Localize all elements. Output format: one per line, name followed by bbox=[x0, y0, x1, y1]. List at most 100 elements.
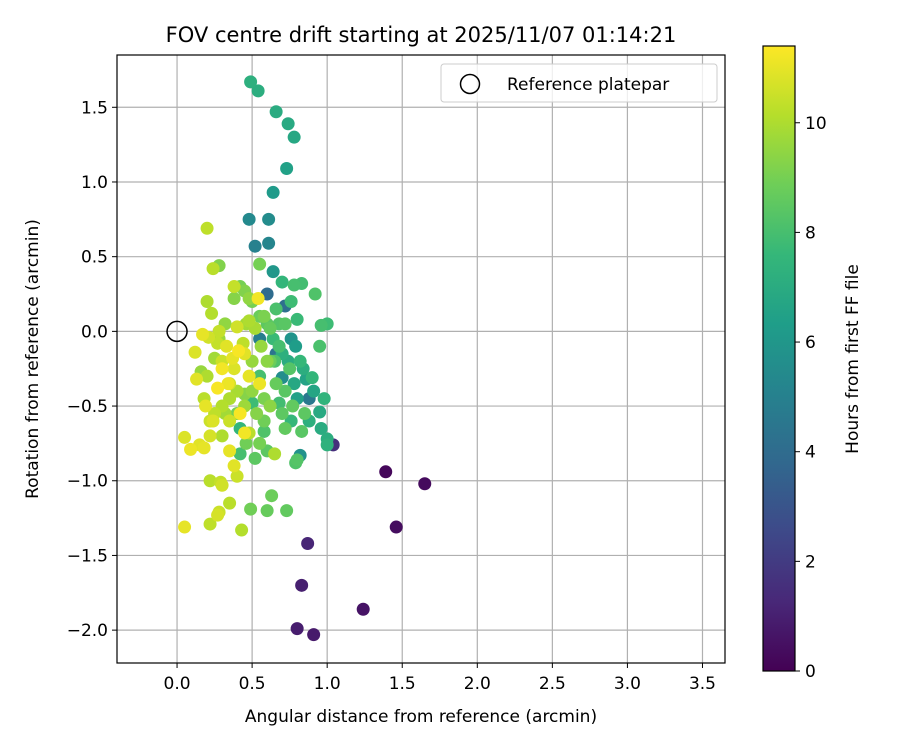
data-point bbox=[268, 447, 282, 461]
legend-marker-icon bbox=[459, 73, 481, 95]
data-point bbox=[379, 465, 393, 479]
data-point bbox=[238, 426, 252, 440]
data-point bbox=[307, 384, 321, 398]
data-point bbox=[206, 414, 220, 428]
data-point bbox=[281, 117, 295, 131]
data-point bbox=[269, 302, 283, 316]
data-point bbox=[313, 405, 327, 419]
data-point bbox=[305, 371, 319, 385]
data-point bbox=[257, 424, 271, 438]
data-point bbox=[230, 469, 244, 483]
data-point bbox=[244, 75, 258, 89]
data-point bbox=[280, 504, 294, 518]
legend: Reference platepar bbox=[440, 63, 718, 103]
x-tick-label: 3.5 bbox=[689, 674, 716, 694]
colorbar-gradient bbox=[762, 45, 796, 672]
data-point bbox=[211, 381, 225, 395]
colorbar-tick-label: 4 bbox=[805, 443, 816, 463]
data-points bbox=[166, 75, 432, 642]
data-point bbox=[287, 278, 301, 292]
data-point bbox=[220, 339, 234, 353]
x-tick-label: 3.0 bbox=[614, 674, 641, 694]
y-tick-label: 0.0 bbox=[81, 322, 108, 342]
x-tick-label: 2.0 bbox=[464, 674, 491, 694]
data-point bbox=[253, 436, 267, 450]
data-point bbox=[272, 339, 286, 353]
reference-platepar-marker bbox=[166, 320, 188, 343]
data-point bbox=[278, 421, 292, 435]
data-point bbox=[200, 221, 214, 235]
data-point bbox=[211, 508, 225, 522]
data-point bbox=[295, 424, 309, 438]
data-point bbox=[317, 392, 331, 406]
data-point bbox=[293, 354, 307, 368]
data-point bbox=[239, 436, 253, 450]
x-tick-label: 1.0 bbox=[314, 674, 341, 694]
data-point bbox=[260, 354, 274, 368]
data-point bbox=[197, 441, 211, 455]
data-point bbox=[242, 212, 256, 226]
data-point bbox=[314, 318, 328, 332]
data-point bbox=[287, 377, 301, 391]
data-point bbox=[242, 291, 256, 305]
data-point bbox=[250, 407, 264, 421]
data-point bbox=[283, 362, 297, 376]
plot-frame bbox=[116, 54, 726, 664]
data-point bbox=[260, 504, 274, 518]
data-point bbox=[269, 105, 283, 119]
data-point bbox=[212, 324, 226, 338]
data-point bbox=[215, 362, 229, 376]
y-tick-label: 1.5 bbox=[81, 98, 108, 118]
data-point bbox=[356, 602, 370, 616]
data-point bbox=[178, 520, 192, 534]
y-tick-label: −0.5 bbox=[67, 397, 108, 417]
data-point bbox=[287, 130, 301, 144]
data-point bbox=[263, 321, 277, 335]
data-point bbox=[265, 489, 279, 503]
data-point bbox=[290, 312, 304, 326]
data-point bbox=[188, 345, 202, 359]
data-point bbox=[320, 438, 334, 452]
data-point bbox=[307, 628, 321, 642]
x-tick-label: 1.5 bbox=[389, 674, 416, 694]
data-point bbox=[227, 291, 241, 305]
colorbar-tick-label: 0 bbox=[805, 662, 816, 682]
x-axis-ticks: 0.0 0.5 1.0 1.5 2.0 2.5 3.0 3.5 bbox=[164, 663, 716, 694]
data-point bbox=[290, 453, 304, 467]
data-point bbox=[298, 407, 312, 421]
chart-title: FOV centre drift starting at 2025/11/07 … bbox=[166, 23, 677, 47]
data-point bbox=[227, 280, 241, 294]
x-tick-label: 0.0 bbox=[164, 674, 191, 694]
data-point bbox=[269, 377, 283, 391]
data-point bbox=[278, 384, 292, 398]
data-point bbox=[203, 474, 217, 488]
y-tick-label: −1.5 bbox=[67, 546, 108, 566]
colorbar-tick-label: 6 bbox=[805, 333, 816, 353]
data-point bbox=[227, 459, 241, 473]
legend-label: Reference platepar bbox=[507, 75, 669, 95]
colorbar-ticks: 0 2 4 6 8 10 bbox=[795, 114, 827, 682]
y-tick-label: −1.0 bbox=[67, 472, 108, 492]
data-point bbox=[221, 377, 235, 391]
data-point bbox=[262, 236, 276, 250]
data-point bbox=[248, 239, 262, 253]
data-point bbox=[253, 377, 267, 391]
data-point bbox=[244, 502, 258, 516]
x-tick-label: 2.5 bbox=[539, 674, 566, 694]
data-point bbox=[196, 327, 210, 341]
data-point bbox=[286, 399, 300, 413]
data-point bbox=[206, 262, 220, 276]
colorbar-tick-label: 10 bbox=[805, 114, 827, 134]
data-point bbox=[314, 421, 328, 435]
data-point bbox=[223, 444, 237, 458]
data-point bbox=[278, 317, 292, 331]
data-point bbox=[266, 265, 280, 279]
data-point bbox=[262, 212, 276, 226]
data-point bbox=[389, 520, 403, 534]
data-point bbox=[200, 294, 214, 308]
data-point bbox=[242, 369, 256, 383]
data-point bbox=[178, 430, 192, 444]
data-point bbox=[290, 622, 304, 636]
data-point bbox=[266, 185, 280, 199]
